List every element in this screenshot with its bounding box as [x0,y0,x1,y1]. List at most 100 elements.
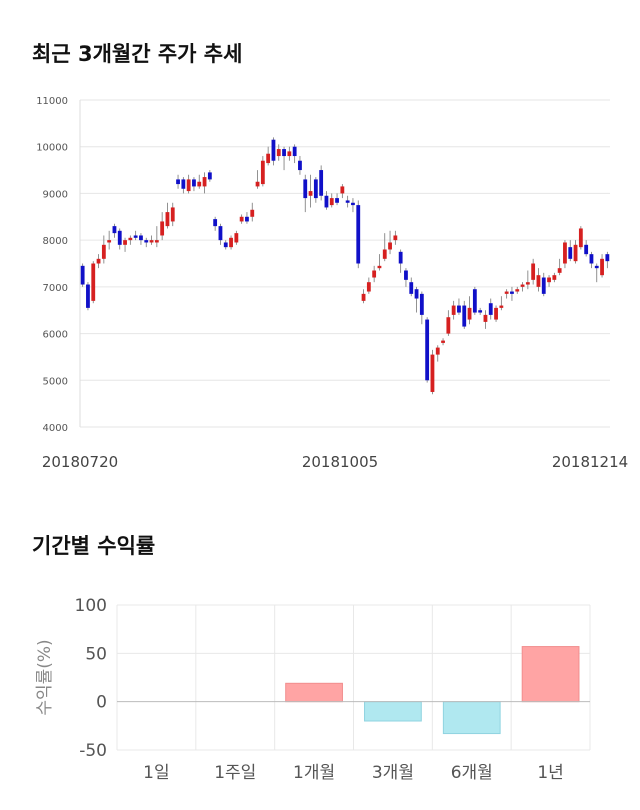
candle-body [101,244,106,259]
candle-body [319,170,324,196]
candle-body [483,314,488,322]
candle-body [213,219,218,227]
candle-body [504,291,509,294]
candle-body [419,293,424,315]
candle-body [271,139,276,161]
category-label: 1년 [537,763,563,783]
candle-body [441,340,445,343]
stock-price-candlestick-chart: 4000 5000 6000 7000 8000 9000 10000 11000 201807… [36,96,628,471]
candle-body [255,181,260,187]
y-tick-label: 9000 [43,189,68,200]
y-axis-label: 수익률(%) [35,639,55,715]
candle-body [303,179,308,199]
candle-body [181,179,186,189]
candle-body [547,277,551,283]
candle-body [510,291,514,294]
y-tick-label: 100 [75,596,107,616]
candle-body [276,149,281,157]
candle-body [229,237,233,248]
candle-body [329,198,334,206]
return-bar [285,682,343,703]
candle-body [313,179,318,199]
candle-body [245,216,249,222]
candle-body [605,254,610,262]
y-tick-label: 11000 [36,96,68,107]
y-tick-label: -50 [79,741,107,761]
candle-body [133,235,138,238]
candle-body [552,275,557,280]
x-tick-label: 20180720 [42,453,118,471]
candle-body [144,240,149,243]
candle-body [123,240,127,245]
category-label: 1일 [143,763,169,783]
candle-body [250,209,255,217]
candle-body [117,230,122,245]
candle-body [457,305,461,313]
candle-body [563,242,567,264]
x-tick-label: 20181005 [302,453,378,471]
candle-body [366,282,371,292]
candle-body [372,270,377,278]
candle-body [86,284,90,308]
y-tick-label: 0 [96,693,107,713]
candle-body [260,160,265,185]
candle-body [568,247,573,259]
candle-body [356,205,361,264]
candle-body [170,207,175,222]
category-label: 1개월 [293,763,335,783]
y-tick-label: 6000 [43,330,68,341]
candle-body [536,275,541,287]
candle-body [154,240,159,243]
return-bar [364,701,422,722]
candle-body [578,228,583,248]
candle-body [207,172,212,180]
candle-body [351,202,355,206]
candle-body [594,265,599,269]
candle-body [197,181,202,187]
candle-body [298,160,302,171]
candle-body [467,307,472,320]
candle-body [499,305,504,308]
returns-title: 기간별 수익률 [32,534,156,558]
y-tick-label: 5000 [43,376,68,387]
y-tick-label: 8000 [43,236,68,247]
x-tick-label: 20181214 [552,453,628,471]
candle-body [393,235,398,241]
candle-body [107,240,112,243]
price-trend-title: 최근 3개월간 주가 추세 [32,42,243,66]
candle-body [96,258,101,264]
candle-body [494,307,498,320]
candle-body [478,310,483,313]
candle-body [531,263,536,280]
category-label: 6개월 [451,763,493,783]
candle-body [340,186,345,194]
candle-body [186,179,191,192]
candle-body [292,146,297,157]
y-tick-label: 7000 [43,283,68,294]
candle-body [287,151,292,157]
candle-body [160,221,165,236]
candle-body [345,200,350,203]
candle-body [324,195,329,208]
candle-body [377,265,382,269]
candle-body [573,244,578,262]
candle-body [520,284,525,287]
candle-body [451,305,456,315]
candle-body [234,233,239,243]
candle-body [589,254,594,264]
candle-body [335,198,339,203]
candle-body [409,282,414,294]
candle-body [112,226,117,234]
candle-body [488,303,493,315]
candle-body [600,258,604,276]
candle-body [91,263,96,301]
candle-body [515,289,520,292]
candle-body [525,282,530,285]
candle-body [223,242,228,248]
return-bar [521,646,580,703]
candle-body [139,235,143,241]
candle-body [165,212,170,227]
candle-body [398,251,403,264]
category-label: 3개월 [372,763,414,783]
candle-body [266,153,271,164]
